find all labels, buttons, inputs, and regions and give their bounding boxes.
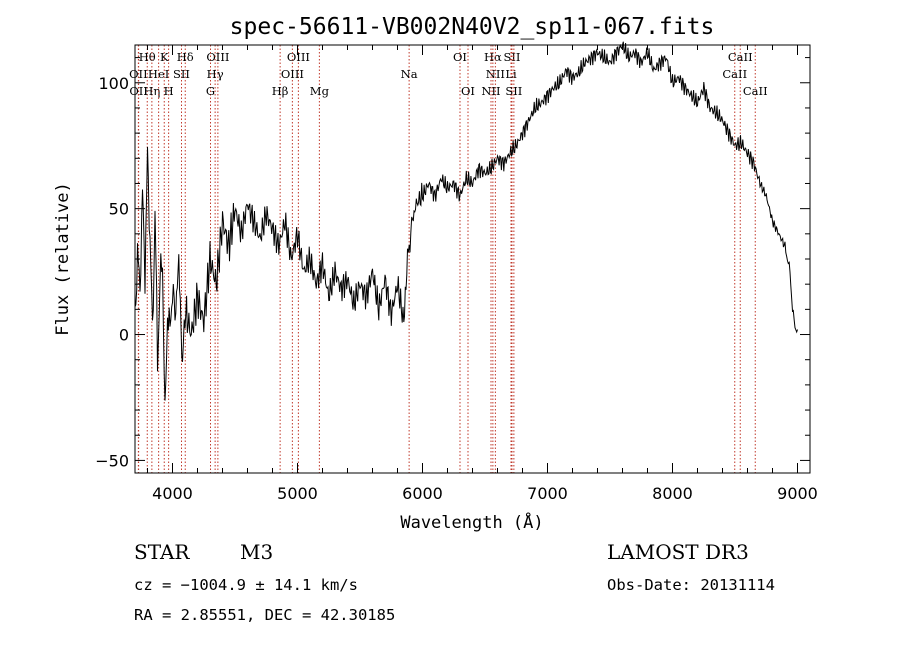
x-tick-label: 4000 [152, 484, 193, 503]
y-tick-label: 50 [109, 200, 129, 219]
y-axis-label: Flux (relative) [53, 182, 73, 336]
chart-title: spec-56611-VB002N40V2_sp11-067.fits [230, 14, 715, 40]
line-marker-label: NII [481, 84, 500, 98]
line-marker-label: HeI [148, 67, 169, 81]
line-marker-label: G [206, 84, 215, 98]
line-marker-label: OIII [287, 50, 310, 64]
line-marker-label: Hη [143, 84, 160, 98]
x-tick-label: 5000 [277, 484, 318, 503]
line-marker-label: OI [461, 84, 475, 98]
obs-date-line: Obs-Date: 20131114 [607, 576, 775, 594]
coords-line: RA = 2.85551, DEC = 42.30185 [134, 606, 395, 624]
x-tick-label: 9000 [777, 484, 818, 503]
line-marker-label: SII [505, 84, 522, 98]
x-axis-label: Wavelength (Å) [400, 511, 543, 533]
line-marker-label: Hβ [272, 84, 289, 98]
line-marker-label: Na [401, 67, 418, 81]
line-marker-label: SII [173, 67, 190, 81]
line-marker-label: NII [486, 67, 505, 81]
y-tick-label: 100 [98, 74, 129, 93]
x-tick-label: 8000 [652, 484, 693, 503]
line-marker-label: Hγ [207, 67, 224, 81]
line-marker-label: CaII [743, 84, 768, 98]
line-marker-label: Hδ [177, 50, 194, 64]
line-marker-label: Hα [484, 50, 502, 64]
x-tick-label: 6000 [402, 484, 443, 503]
redshift-line: cz = −1004.9 ± 14.1 km/s [134, 576, 358, 594]
line-marker-label: OIII [281, 67, 304, 81]
y-axis-ticks: −50 0 50 100 [95, 57, 810, 470]
line-marker-label: H [164, 84, 174, 98]
line-marker-label: K [160, 50, 169, 64]
line-marker-label: OIII [206, 50, 229, 64]
y-tick-label: −50 [95, 451, 129, 470]
x-axis-ticks: 4000 5000 6000 7000 8000 9000 [147, 45, 818, 503]
spectrum-line [134, 41, 798, 401]
object-subclass: M3 [240, 540, 273, 564]
y-tick-label: 0 [119, 326, 129, 345]
line-marker-label: CaII [728, 50, 753, 64]
line-marker-label: CaII [722, 67, 747, 81]
plot-frame [134, 44, 811, 474]
object-class: STAR [134, 540, 190, 564]
line-marker-label: SII [504, 50, 521, 64]
line-marker-label: Mg [310, 84, 330, 98]
line-marker-label: OI [453, 50, 467, 64]
survey-name: LAMOST DR3 [607, 540, 749, 564]
line-marker-label: Li [505, 67, 517, 81]
line-marker-label: OII [129, 84, 148, 98]
line-marker-label: Hθ [139, 50, 156, 64]
x-tick-label: 7000 [527, 484, 568, 503]
